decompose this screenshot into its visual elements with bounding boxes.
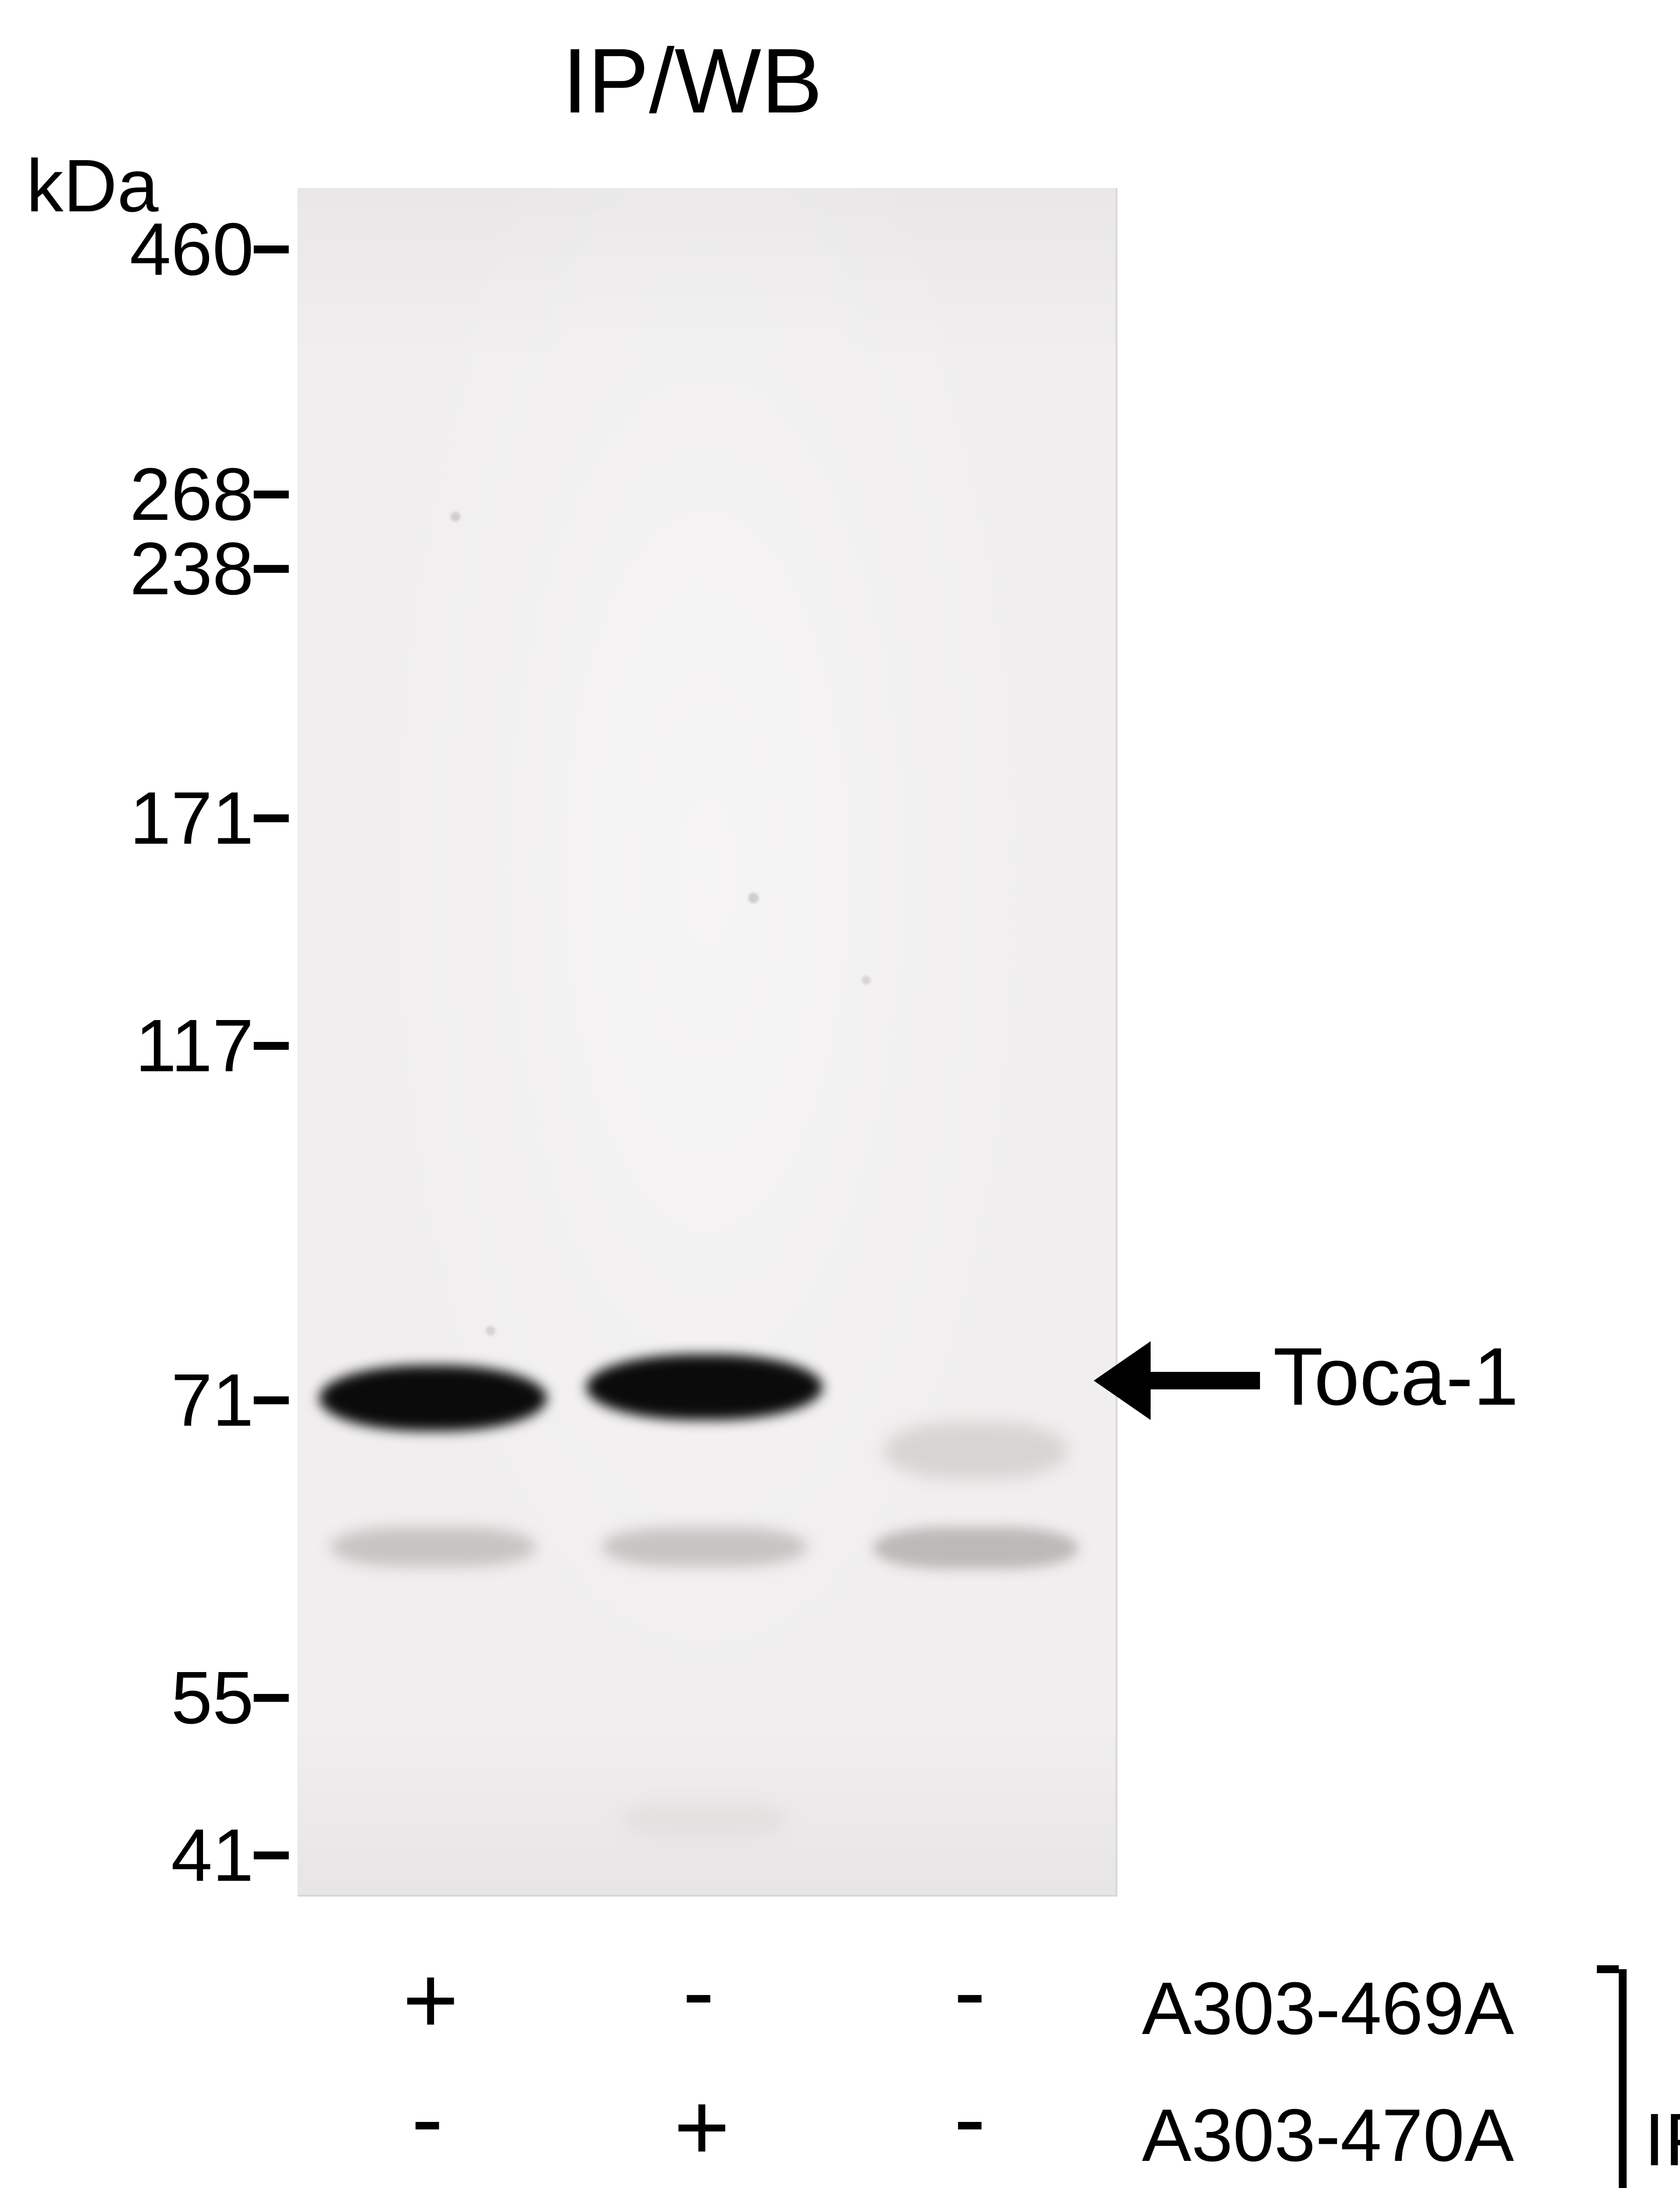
blot-image bbox=[298, 188, 1117, 1897]
band bbox=[873, 1527, 1078, 1569]
mw-marker-tick bbox=[254, 491, 289, 498]
band bbox=[602, 1527, 807, 1567]
mw-marker-label: 460 bbox=[70, 212, 254, 287]
band bbox=[586, 1354, 822, 1420]
mw-marker-label: 71 bbox=[70, 1363, 254, 1438]
mw-marker-tick bbox=[254, 1851, 289, 1859]
ip-sign: + bbox=[402, 1952, 490, 2048]
mw-marker-tick bbox=[254, 814, 289, 822]
ip-bracket-label: IP bbox=[1644, 2103, 1680, 2177]
mw-marker-label: 117 bbox=[70, 1009, 254, 1083]
mw-marker-label: 268 bbox=[70, 457, 254, 532]
ip-wb-figure: IP/WBkDa460268238171117715541Toca-1+--A3… bbox=[0, 0, 1680, 2188]
mw-marker-tick bbox=[254, 1042, 289, 1050]
blot-texture bbox=[298, 188, 1116, 1895]
arrow-stem bbox=[1146, 1372, 1260, 1389]
ip-sign: - bbox=[411, 2070, 499, 2166]
ip-bracket bbox=[1619, 1969, 1627, 2188]
mw-marker-label: 41 bbox=[70, 1818, 254, 1893]
ip-sign: - bbox=[954, 2070, 1041, 2166]
arrow-head-icon bbox=[1094, 1341, 1151, 1420]
target-label: Toca-1 bbox=[1273, 1336, 1519, 1417]
ip-antibody-label: A303-469A bbox=[1142, 1971, 1514, 2046]
ip-sign: - bbox=[954, 1943, 1041, 2039]
band bbox=[330, 1527, 536, 1567]
band bbox=[621, 1803, 788, 1838]
noise-spot bbox=[748, 893, 759, 903]
ip-sign: - bbox=[682, 1943, 770, 2039]
figure-title: IP/WB bbox=[562, 35, 822, 127]
mw-marker-label: 55 bbox=[70, 1661, 254, 1735]
noise-spot bbox=[486, 1326, 495, 1336]
mw-marker-tick bbox=[254, 1694, 289, 1702]
mw-marker-label: 171 bbox=[70, 781, 254, 856]
ip-bracket-cap bbox=[1597, 1965, 1619, 1973]
mw-marker-label: 238 bbox=[70, 532, 254, 606]
band bbox=[884, 1422, 1068, 1479]
noise-spot bbox=[451, 512, 460, 522]
noise-spot bbox=[862, 976, 871, 985]
mw-marker-tick bbox=[254, 1396, 289, 1404]
ip-antibody-label: A303-470A bbox=[1142, 2098, 1514, 2173]
band bbox=[319, 1365, 547, 1431]
mw-marker-tick bbox=[254, 565, 289, 573]
mw-marker-tick bbox=[254, 245, 289, 253]
ip-sign: + bbox=[674, 2079, 761, 2175]
